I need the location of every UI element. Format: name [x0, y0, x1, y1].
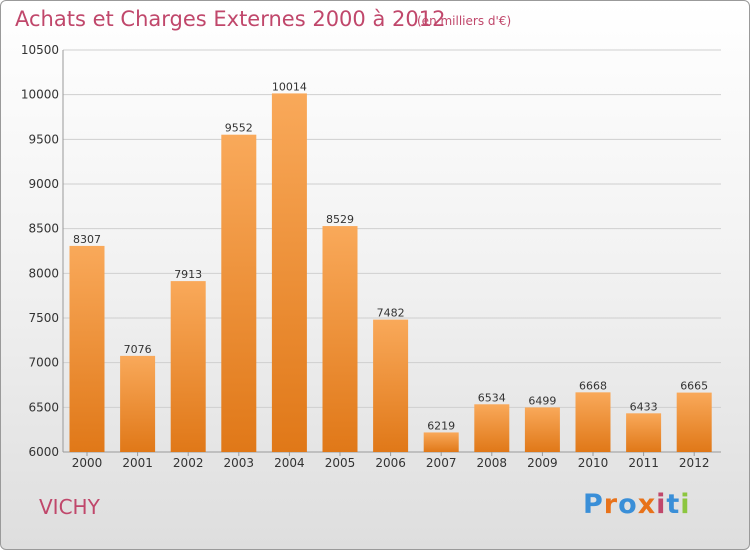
bar[interactable] — [575, 392, 611, 452]
bar-value-label: 8307 — [73, 233, 101, 246]
y-tick-label: 8000 — [28, 266, 59, 280]
chart-subtitle: (en milliers d'€) — [417, 14, 512, 28]
logo-letter: o — [618, 489, 638, 520]
x-tick-label: 2008 — [477, 456, 508, 470]
bar-value-label: 6499 — [528, 394, 556, 407]
x-tick-label: 2012 — [679, 456, 710, 470]
bar[interactable] — [524, 407, 560, 452]
bar[interactable] — [120, 355, 156, 452]
bar-value-label: 7482 — [377, 307, 405, 320]
y-tick-label: 9500 — [28, 132, 59, 146]
y-tick-label: 6000 — [28, 445, 59, 459]
logo-letter: r — [603, 489, 619, 520]
bar[interactable] — [322, 226, 358, 452]
x-tick-label: 2007 — [426, 456, 457, 470]
x-tick-label: 2011 — [628, 456, 659, 470]
x-tick-label: 2003 — [224, 456, 255, 470]
x-tick-label: 2002 — [173, 456, 204, 470]
bar[interactable] — [423, 432, 459, 452]
logo-letter: i — [656, 489, 667, 520]
bar[interactable] — [676, 392, 712, 452]
y-tick-label: 6500 — [28, 400, 59, 414]
bar[interactable] — [474, 404, 510, 452]
bar[interactable] — [626, 413, 662, 452]
chart-title: Achats et Charges Externes 2000 à 2012 — [15, 7, 446, 31]
labels: 6000 6500 7000 7500 8000 8500 9000 9500 10000 105… — [21, 43, 710, 470]
proxiti-logo[interactable]: Proxiti — [583, 489, 691, 520]
bar[interactable] — [271, 93, 307, 452]
bar-value-label: 6433 — [630, 400, 658, 413]
y-tick-label: 8500 — [28, 222, 59, 236]
bar[interactable] — [373, 319, 409, 452]
bar-value-label: 6668 — [579, 379, 607, 392]
bar[interactable] — [170, 281, 206, 452]
logo-letter: x — [637, 489, 657, 520]
city-name: VICHY — [39, 495, 100, 519]
x-tick-label: 2009 — [527, 456, 558, 470]
y-tick-label: 9000 — [28, 177, 59, 191]
x-tick-label: 2005 — [325, 456, 356, 470]
y-tick-label: 7000 — [28, 356, 59, 370]
bar-value-label: 7076 — [124, 343, 152, 356]
bar-value-label: 6219 — [427, 419, 455, 432]
bars — [69, 93, 712, 453]
x-tick-label: 2004 — [274, 456, 305, 470]
logo-letter: P — [583, 489, 604, 520]
bar-value-label: 8529 — [326, 213, 354, 226]
bar[interactable] — [221, 134, 257, 453]
bar-value-label: 6534 — [478, 391, 506, 404]
x-tick-label: 2001 — [122, 456, 153, 470]
y-tick-label: 10000 — [21, 88, 59, 102]
x-tick-label: 2006 — [375, 456, 406, 470]
y-tick-label: 7500 — [28, 311, 59, 325]
bar-value-label: 10014 — [272, 80, 307, 93]
bar-value-label: 6665 — [680, 380, 708, 393]
logo-letter: t — [666, 489, 681, 520]
y-tick-label: 10500 — [21, 43, 59, 57]
logo-letter: i — [680, 489, 691, 520]
x-tick-label: 2010 — [578, 456, 609, 470]
x-tick-label: 2000 — [72, 456, 103, 470]
bar-value-label: 7913 — [174, 268, 202, 281]
bar[interactable] — [69, 245, 105, 452]
bar-value-label: 9552 — [225, 122, 253, 135]
